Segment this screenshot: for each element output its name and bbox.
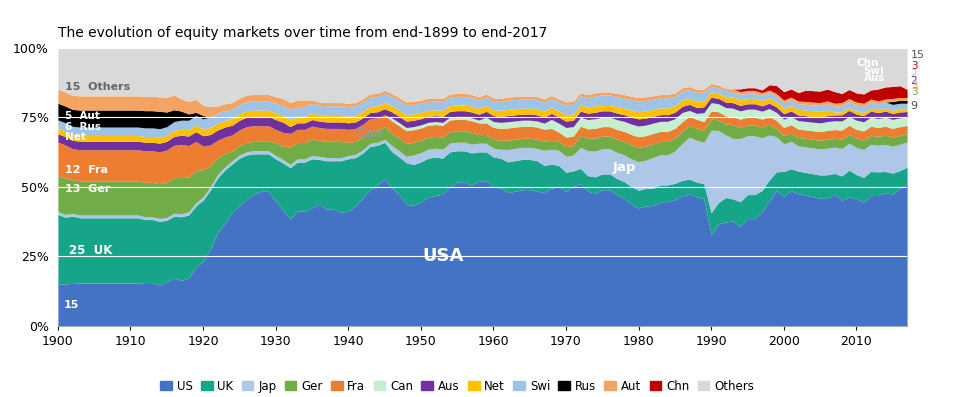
Text: Net: Net — [66, 131, 86, 142]
Text: 3: 3 — [911, 61, 918, 71]
Text: Jap: Jap — [613, 161, 636, 173]
Text: 15  Others: 15 Others — [66, 81, 130, 92]
Text: 6: 6 — [911, 134, 918, 145]
Text: 15: 15 — [64, 300, 79, 310]
Text: 3: 3 — [911, 81, 918, 91]
Text: 3: 3 — [911, 87, 918, 96]
Text: 9: 9 — [911, 101, 918, 111]
Text: Aus: Aus — [864, 73, 885, 83]
Text: Can: Can — [357, 127, 383, 140]
Text: USA: USA — [422, 247, 463, 265]
Text: Swi: Swi — [864, 66, 884, 76]
Text: 15: 15 — [911, 50, 924, 60]
Text: 51: 51 — [911, 246, 930, 260]
Text: Chn: Chn — [856, 58, 879, 68]
Text: 2: 2 — [911, 76, 918, 86]
Legend: US, UK, Jap, Ger, Fra, Can, Aus, Net, Swi, Rus, Aut, Chn, Others: US, UK, Jap, Ger, Fra, Can, Aus, Net, Sw… — [155, 375, 758, 397]
Text: 13  Ger: 13 Ger — [66, 184, 110, 195]
Text: 6  Rus: 6 Rus — [66, 122, 101, 132]
Text: 2: 2 — [911, 69, 918, 79]
Text: The evolution of equity markets over time from end-1899 to end-2017: The evolution of equity markets over tim… — [58, 25, 547, 40]
Text: 5  Aut: 5 Aut — [66, 111, 100, 121]
Text: 12  Fra: 12 Fra — [66, 165, 108, 175]
Text: 25  UK: 25 UK — [69, 244, 112, 257]
